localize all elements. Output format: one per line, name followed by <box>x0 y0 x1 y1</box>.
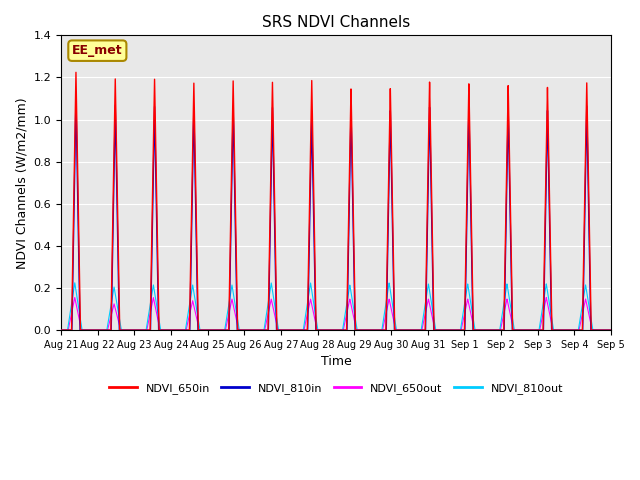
X-axis label: Time: Time <box>321 355 351 369</box>
Text: EE_met: EE_met <box>72 44 123 57</box>
Legend: NDVI_650in, NDVI_810in, NDVI_650out, NDVI_810out: NDVI_650in, NDVI_810in, NDVI_650out, NDV… <box>105 379 568 398</box>
Y-axis label: NDVI Channels (W/m2/mm): NDVI Channels (W/m2/mm) <box>15 97 28 268</box>
Title: SRS NDVI Channels: SRS NDVI Channels <box>262 15 410 30</box>
